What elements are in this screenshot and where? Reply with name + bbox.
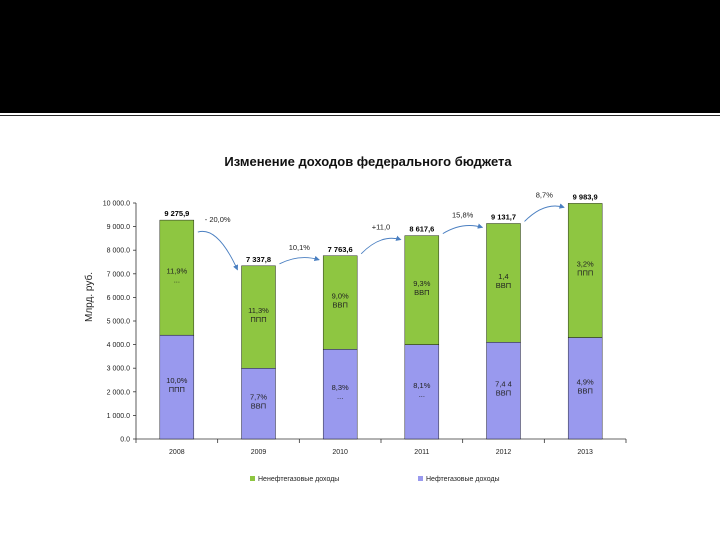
y-tick-label: 3 000.0: [107, 366, 130, 373]
segment-label-oilgas: 4,9%: [577, 377, 594, 386]
x-tick-label: 2011: [414, 449, 429, 456]
bar-segment-oilgas: [486, 342, 521, 440]
bar-total-label: 7 763,6: [328, 245, 353, 254]
segment-label-nonoil: ...: [174, 276, 180, 285]
segment-label-oilgas: ...: [337, 392, 343, 401]
bar-segment-nonoil: [241, 265, 276, 369]
bar-segment-oilgas: [322, 349, 358, 440]
bar-segment-nonoil: [159, 219, 195, 336]
segment-label-nonoil: ППП: [577, 268, 593, 277]
x-tick-label: 2008: [169, 449, 185, 456]
change-label: 15,8%: [452, 210, 474, 219]
bar-total-label: 9 131,7: [491, 212, 516, 221]
y-axis: 0.0 1 000.0 2 000.0 3 000.0 4 000.0 5 000.0 6 …: [103, 201, 137, 444]
segment-label-oilgas: ВВП: [251, 402, 266, 411]
change-label: 10,1%: [289, 243, 311, 252]
x-tick-label: 2009: [251, 449, 267, 456]
segment-label-nonoil: 11,3%: [248, 306, 269, 315]
y-tick-label: 7 000.0: [107, 271, 130, 278]
bar-segment-nonoil: [404, 235, 440, 345]
chart-title: Изменение доходов федерального бюджета: [224, 154, 512, 169]
x-tick-label: 2010: [332, 449, 348, 456]
legend-swatch-nonoil: [250, 476, 255, 481]
segment-label-oilgas: 10,0%: [166, 376, 188, 385]
x-tick-label: 2013: [577, 449, 593, 456]
segment-label-nonoil: ВВП: [414, 288, 429, 297]
change-annotations: - 20,0% 10,1% +11,0 15,8% 8,7%: [197, 190, 565, 271]
segment-label-nonoil: ВВП: [496, 281, 511, 290]
x-tick-label: 2012: [496, 449, 512, 456]
segment-label-nonoil: 11,9%: [166, 267, 187, 276]
bar-segment-nonoil: [486, 223, 521, 343]
segment-label-nonoil: 9,0%: [332, 292, 349, 301]
segment-label-oilgas: 8,1%: [413, 381, 430, 390]
legend-label-oilgas: Нефтегазовые доходы: [426, 476, 500, 483]
bar-total-label: 7 337,8: [246, 255, 271, 264]
y-tick-label: 1 000.0: [107, 413, 130, 420]
segment-label-nonoil: 1,4: [498, 272, 508, 281]
x-axis: 2008 2009 2010 2011 2012 2013: [135, 438, 627, 456]
legend-label-nonoil: Ненефтегазовые доходы: [258, 476, 339, 483]
y-tick-label: 5 000.0: [107, 319, 130, 326]
bar-total-label: 8 617,6: [409, 225, 434, 234]
change-arrow: [197, 230, 239, 271]
bar-total-label: 9 983,9: [573, 192, 598, 201]
change-arrow: [442, 223, 484, 235]
segment-label-oilgas: ВВП: [577, 386, 592, 395]
change-label: 8,7%: [536, 190, 553, 199]
change-label: +11,0: [372, 223, 390, 232]
change-arrow: [524, 203, 565, 222]
y-tick-label: 10 000.0: [103, 201, 130, 208]
slide-header-band: [0, 0, 720, 113]
segment-label-nonoil: 9,3%: [413, 279, 430, 288]
y-tick-label: 2 000.0: [107, 389, 130, 396]
bar-segment-oilgas: [159, 334, 195, 440]
change-label: - 20,0%: [205, 215, 231, 224]
bar-segment-nonoil: [322, 255, 358, 350]
bars-layer: [159, 203, 603, 440]
bar-segment-nonoil: [567, 203, 603, 338]
change-arrow: [360, 235, 402, 255]
legend-swatch-oilgas: [418, 476, 423, 481]
segment-label-oilgas: 7,4 4: [495, 380, 512, 389]
bar-segment-oilgas: [567, 337, 603, 440]
legend: Ненефтегазовые доходы Нефтегазовые доход…: [250, 476, 500, 483]
header-divider: [0, 115, 720, 116]
segment-label-oilgas: ППП: [169, 385, 185, 394]
bar-segment-oilgas: [404, 344, 440, 440]
segment-label-oilgas: 7,7%: [250, 393, 267, 402]
y-axis-label: Млрд. руб.: [83, 272, 95, 322]
y-tick-label: 8 000.0: [107, 248, 130, 255]
segment-label-oilgas: ...: [419, 390, 425, 399]
y-tick-label: 6 000.0: [107, 295, 130, 302]
segment-label-nonoil: 3,2%: [577, 259, 594, 268]
y-tick-label: 4 000.0: [107, 342, 130, 349]
change-arrow: [279, 255, 320, 265]
segment-label-nonoil: ППП: [250, 315, 266, 324]
segment-label-nonoil: ВВП: [332, 301, 347, 310]
segment-label-oilgas: ВВП: [496, 389, 511, 398]
segment-label-oilgas: 8,3%: [332, 383, 349, 392]
y-tick-label: 9 000.0: [107, 224, 130, 231]
bar-segment-oilgas: [241, 368, 276, 440]
bar-total-label: 9 275,9: [164, 209, 189, 218]
y-tick-label: 0.0: [120, 437, 130, 444]
